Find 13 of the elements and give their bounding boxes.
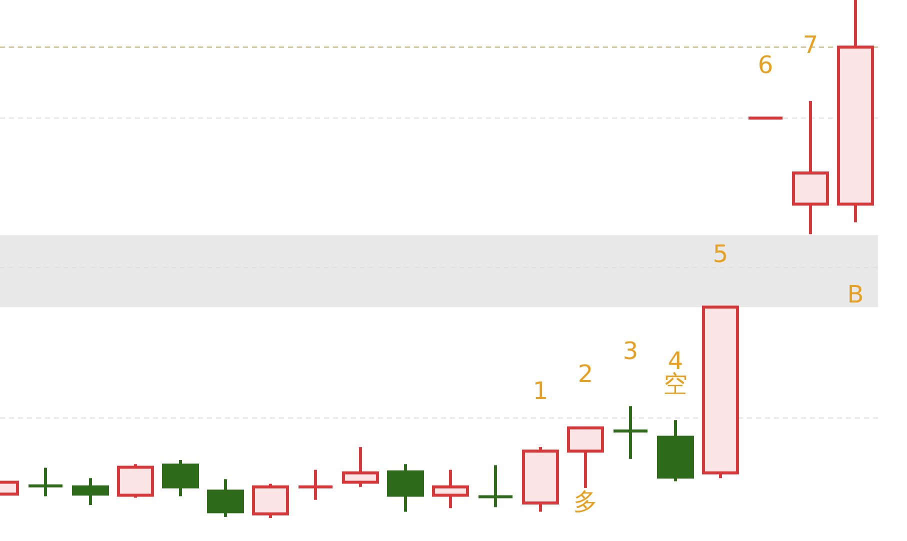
- annotation: 1: [532, 377, 548, 406]
- annotation: 多: [574, 487, 598, 516]
- candlestick: [27, 468, 64, 496]
- annotation: 5: [712, 240, 728, 268]
- candlestick: [612, 406, 649, 459]
- annotation: 3: [622, 337, 638, 366]
- candlestick: [297, 470, 334, 500]
- annotation: B: [847, 280, 864, 308]
- annotation: 7: [802, 31, 818, 60]
- annotation: 6: [758, 50, 774, 79]
- annotation: 空: [664, 370, 688, 398]
- annotation: 2: [578, 360, 594, 388]
- candlestick: [477, 465, 514, 508]
